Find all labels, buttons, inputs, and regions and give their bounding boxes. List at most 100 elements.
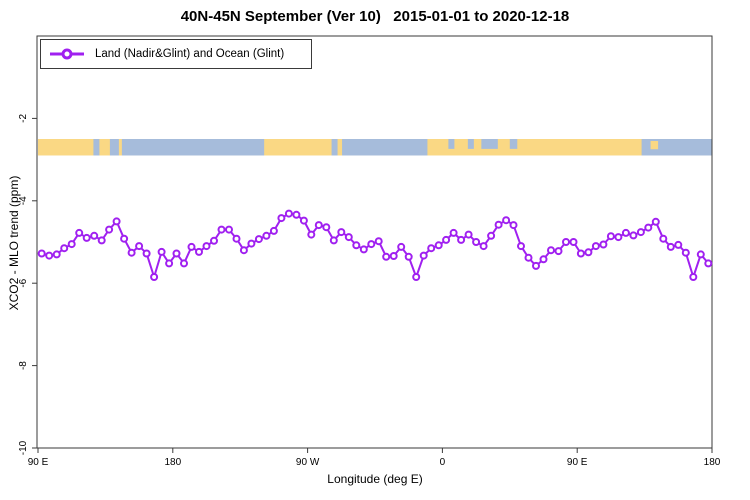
legend-label: Land (Nadir&Glint) and Ocean (Glint) bbox=[95, 48, 285, 60]
data-point bbox=[52, 250, 61, 259]
data-point bbox=[397, 242, 406, 251]
data-point bbox=[292, 210, 301, 219]
data-point bbox=[277, 214, 286, 223]
data-point bbox=[232, 234, 241, 243]
data-point bbox=[299, 216, 308, 225]
data-point bbox=[247, 239, 256, 248]
data-point bbox=[524, 253, 533, 262]
data-point bbox=[562, 238, 570, 246]
data-point bbox=[142, 249, 151, 258]
data-point bbox=[217, 225, 226, 234]
data-point bbox=[157, 247, 166, 256]
data-point bbox=[359, 245, 368, 254]
y-tick-label: -2 bbox=[18, 114, 29, 123]
data-point bbox=[479, 242, 488, 251]
data-point bbox=[254, 235, 263, 244]
data-point bbox=[187, 242, 196, 251]
data-point bbox=[666, 242, 675, 251]
data-point bbox=[532, 261, 540, 270]
chart-title: 40N-45N September (Ver 10) 2015-01-01 to… bbox=[180, 8, 570, 25]
data-point bbox=[37, 249, 46, 258]
data-point bbox=[135, 242, 144, 251]
data-point bbox=[472, 238, 481, 246]
data-point bbox=[621, 228, 630, 237]
data-point bbox=[434, 241, 443, 250]
data-point bbox=[517, 242, 525, 251]
data-point bbox=[636, 228, 645, 237]
map-strip-ocean bbox=[509, 139, 518, 149]
data-point bbox=[509, 221, 518, 230]
map-strip-ocean bbox=[641, 139, 712, 156]
data-point bbox=[127, 248, 136, 257]
x-tick-label: 180 bbox=[704, 457, 721, 468]
data-point bbox=[82, 233, 91, 242]
x-tick-label: 90 E bbox=[28, 457, 49, 468]
data-point bbox=[404, 252, 413, 261]
data-point bbox=[322, 223, 331, 232]
data-point bbox=[352, 241, 361, 250]
data-point bbox=[225, 225, 233, 234]
data-point bbox=[606, 232, 615, 241]
data-point bbox=[307, 230, 316, 239]
data-point bbox=[180, 259, 188, 268]
data-point bbox=[60, 244, 69, 253]
y-tick-label: -8 bbox=[18, 361, 29, 370]
x-tick-label: 0 bbox=[440, 457, 446, 468]
data-point bbox=[67, 240, 76, 249]
data-point bbox=[329, 236, 338, 245]
data-point bbox=[202, 242, 211, 251]
data-point bbox=[419, 251, 428, 260]
data-point bbox=[112, 217, 121, 226]
data-point bbox=[45, 251, 54, 260]
data-point bbox=[584, 248, 593, 257]
data-point bbox=[105, 225, 114, 234]
data-point bbox=[172, 249, 181, 258]
data-point bbox=[591, 242, 600, 251]
data-point bbox=[629, 231, 638, 240]
map-strip-ocean bbox=[109, 139, 119, 156]
data-point bbox=[539, 255, 548, 264]
data-point bbox=[547, 246, 555, 255]
legend: Land (Nadir&Glint) and Ocean (Glint) bbox=[40, 39, 312, 69]
data-point bbox=[449, 228, 458, 237]
x-tick-label: 180 bbox=[164, 457, 181, 468]
x-tick-label: 90 E bbox=[567, 457, 588, 468]
map-strip-ocean bbox=[448, 139, 455, 149]
map-strip-ocean bbox=[93, 139, 100, 156]
y-tick-label: -4 bbox=[18, 196, 29, 205]
x-tick-label: 90 W bbox=[296, 457, 320, 468]
data-point bbox=[494, 220, 503, 229]
data-point bbox=[412, 273, 421, 281]
data-point bbox=[554, 247, 563, 256]
data-point bbox=[210, 236, 218, 245]
data-point bbox=[165, 259, 174, 268]
data-point bbox=[651, 217, 660, 226]
data-point bbox=[239, 246, 248, 255]
data-point bbox=[576, 249, 585, 258]
data-point bbox=[569, 238, 578, 246]
map-strip-ocean bbox=[331, 139, 338, 156]
map-strip-ocean bbox=[121, 139, 265, 156]
data-point bbox=[704, 259, 713, 268]
y-tick-label: -6 bbox=[18, 278, 29, 287]
data-point bbox=[314, 221, 323, 230]
data-point bbox=[487, 231, 496, 240]
data-point bbox=[262, 231, 271, 240]
plot-box bbox=[36, 35, 713, 449]
data-point bbox=[427, 244, 436, 253]
data-point bbox=[457, 235, 466, 244]
map-strip-ocean bbox=[467, 139, 474, 149]
data-point bbox=[97, 236, 106, 245]
data-point bbox=[269, 226, 278, 235]
data-point bbox=[464, 230, 473, 239]
data-point bbox=[195, 247, 203, 256]
map-strip-ocean bbox=[481, 139, 498, 149]
data-point bbox=[689, 273, 698, 281]
data-point bbox=[644, 223, 653, 232]
data-point bbox=[659, 234, 668, 243]
data-point bbox=[75, 228, 84, 237]
data-point bbox=[442, 235, 451, 244]
y-axis-label: XCO2 - MLO trend (ppm) bbox=[7, 175, 21, 311]
data-point bbox=[374, 237, 383, 246]
